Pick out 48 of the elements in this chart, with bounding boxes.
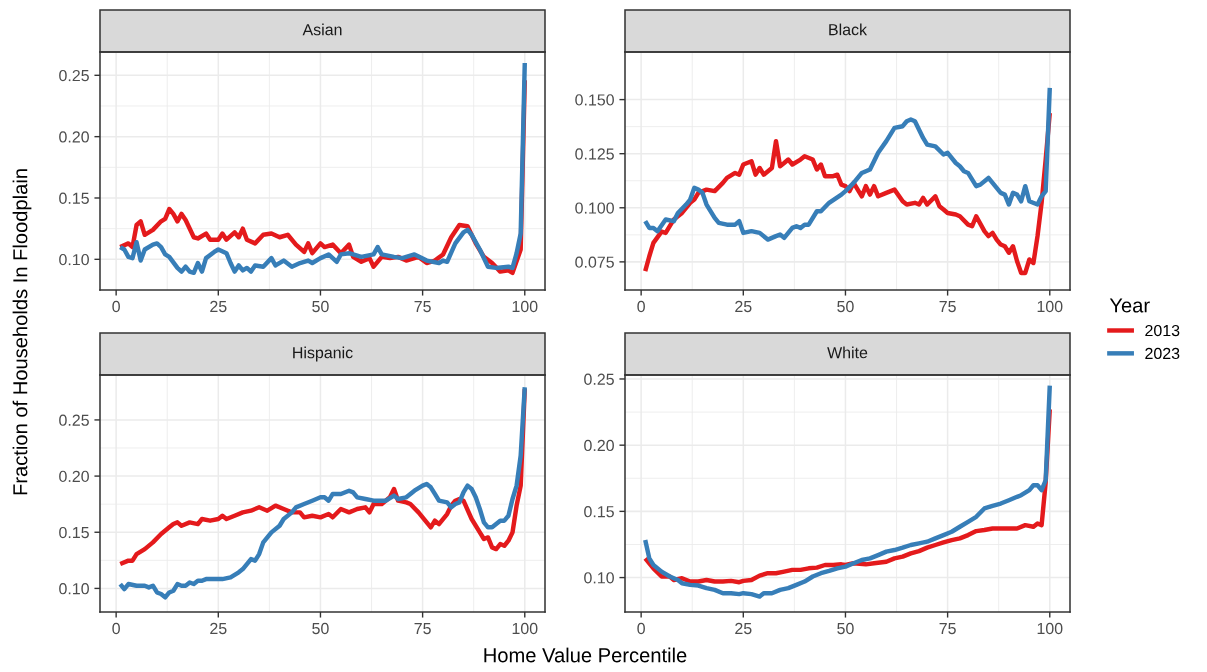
x-tick-label: 75 <box>414 301 431 313</box>
line-series <box>118 385 527 600</box>
y-tick-label: 0.150 <box>575 94 614 106</box>
x-tick-label: 50 <box>312 622 329 635</box>
x-tick-label: 25 <box>210 622 227 635</box>
x-tick-label: 50 <box>312 300 329 313</box>
x-tick-label: 100 <box>1037 300 1063 313</box>
x-tick-label: 0 <box>637 622 645 635</box>
x-tick-label: 25 <box>735 622 752 635</box>
y-tick-label: 0.10 <box>59 583 89 595</box>
y-tick-label: 0.15 <box>59 526 89 539</box>
legend-title: Year <box>1109 298 1150 313</box>
legend-label: 2013 <box>1145 324 1180 337</box>
y-tick-label: 0.25 <box>59 414 89 426</box>
y-tick-label: 0.075 <box>575 256 614 268</box>
y-tick-label: 0.10 <box>59 253 89 266</box>
x-tick-label: 0 <box>637 300 645 313</box>
x-tick-label: 25 <box>210 300 227 313</box>
y-tick-label: 0.20 <box>584 439 614 452</box>
x-tick-label: 0 <box>112 300 120 313</box>
y-tick-label: 0.125 <box>575 148 614 160</box>
chart-title: Black <box>829 23 868 36</box>
x-tick-label: 0 <box>112 622 120 635</box>
chart-title: Hispanic <box>293 346 353 362</box>
x-tick-label: 75 <box>939 623 956 635</box>
x-tick-label: 25 <box>735 300 752 313</box>
x-tick-label: 50 <box>837 622 854 635</box>
y-tick-label: 0.25 <box>59 69 89 82</box>
y-tick-label: 0.20 <box>59 131 89 143</box>
x-tick-label: 100 <box>512 622 538 635</box>
chart-title: Asian <box>302 23 342 36</box>
legend-label: 2023 <box>1145 347 1180 360</box>
chart-title: White <box>827 346 868 359</box>
y-axis-title: Fraction of Households In Floodplain <box>12 169 32 495</box>
y-tick-label: 0.100 <box>575 202 614 214</box>
x-tick-label: 75 <box>414 623 431 635</box>
x-axis-title: Home Value Percentile <box>484 647 687 663</box>
y-tick-label: 0.20 <box>59 470 89 483</box>
y-tick-label: 0.10 <box>584 572 614 584</box>
line-series <box>643 383 1052 599</box>
x-tick-label: 100 <box>512 300 538 313</box>
y-tick-label: 0.25 <box>584 373 614 385</box>
line-series <box>643 85 1052 242</box>
y-tick-label: 0.15 <box>584 506 614 518</box>
x-tick-label: 50 <box>837 300 854 313</box>
y-tick-label: 0.15 <box>59 192 89 204</box>
x-tick-label: 75 <box>939 301 956 313</box>
x-tick-label: 100 <box>1037 622 1063 635</box>
